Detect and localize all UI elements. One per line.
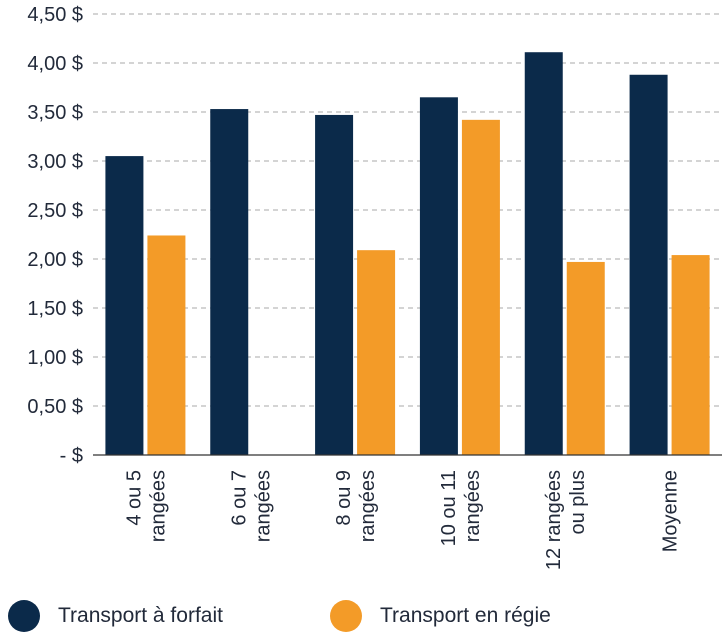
bar-regie bbox=[566, 261, 605, 455]
legend-swatch-regie bbox=[330, 600, 362, 632]
y-tick-label: - $ bbox=[60, 445, 83, 467]
x-tick-label: rangées bbox=[462, 470, 484, 542]
y-tick-label: 4,50 $ bbox=[27, 4, 83, 26]
bar-forfait bbox=[419, 97, 458, 456]
legend-item-forfait: Transport à forfait bbox=[8, 600, 223, 632]
x-tick-label: rangées bbox=[357, 470, 379, 542]
x-tick-label: 12 rangées bbox=[543, 470, 565, 570]
x-tick-label: 8 ou 9 bbox=[333, 470, 355, 526]
bar-forfait bbox=[105, 156, 144, 455]
bar-forfait bbox=[315, 114, 354, 455]
bar-chart: 4,50 $ 4,00 $ 3,50 $ 3,00 $ 2,50 $ 2,00 $ 1,50… bbox=[27, 4, 722, 570]
x-tick-label: 6 ou 7 bbox=[228, 470, 250, 526]
bar-forfait bbox=[629, 74, 668, 455]
y-tick-label: 2,00 $ bbox=[27, 249, 83, 271]
y-tick-label: 1,00 $ bbox=[27, 347, 83, 369]
y-tick-label: 1,50 $ bbox=[27, 298, 83, 320]
legend-label-regie: Transport en régie bbox=[380, 604, 551, 627]
y-tick-label: 2,50 $ bbox=[27, 200, 83, 222]
x-tick-label: rangées bbox=[147, 470, 169, 542]
y-tick-label: 3,00 $ bbox=[27, 151, 83, 173]
bar-regie bbox=[461, 119, 500, 455]
bar-regie bbox=[147, 235, 186, 455]
y-tick-label: 4,00 $ bbox=[27, 53, 83, 75]
bar-forfait bbox=[524, 52, 563, 455]
bar-regie bbox=[671, 255, 710, 455]
legend-item-regie: Transport en régie bbox=[330, 600, 551, 632]
bar-regie bbox=[357, 250, 396, 455]
x-tick-label: rangées bbox=[252, 470, 274, 542]
legend-swatch-forfait bbox=[8, 600, 40, 632]
legend-label-forfait: Transport à forfait bbox=[58, 604, 223, 627]
bar-forfait bbox=[210, 109, 249, 455]
x-tick-label: Moyenne bbox=[660, 470, 682, 552]
y-tick-label: 3,50 $ bbox=[27, 102, 83, 124]
x-tick-label: 10 ou 11 bbox=[438, 470, 460, 546]
x-tick-label: 4 ou 5 bbox=[123, 470, 145, 526]
x-tick-label: ou plus bbox=[567, 470, 589, 535]
legend: Transport à forfait Transport en régie bbox=[0, 596, 725, 634]
y-tick-label: 0,50 $ bbox=[27, 396, 83, 418]
